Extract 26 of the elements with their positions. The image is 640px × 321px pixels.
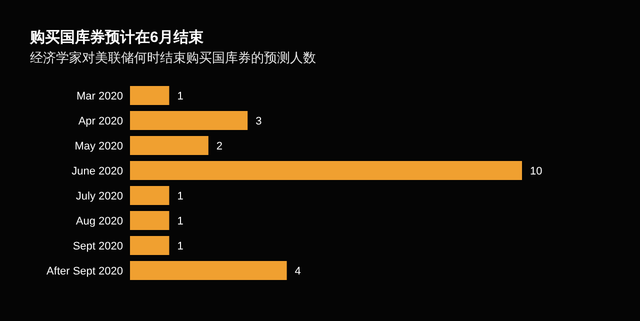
data-label: 2 bbox=[216, 140, 223, 152]
chart-title: 购买国库券预计在6月结束 bbox=[29, 28, 204, 46]
bar bbox=[130, 161, 522, 180]
bar bbox=[130, 86, 170, 105]
y-tick-label: Mar 2020 bbox=[76, 90, 123, 102]
data-label: 1 bbox=[177, 190, 184, 202]
y-tick-label: Apr 2020 bbox=[78, 116, 123, 128]
data-label: 1 bbox=[177, 240, 184, 252]
chart-subtitle: 经济学家对美联储何时结束购买国库券的预测人数 bbox=[30, 50, 316, 65]
y-tick-label: Sept 2020 bbox=[72, 240, 123, 252]
bar bbox=[130, 111, 248, 130]
data-label: 1 bbox=[177, 90, 184, 102]
data-label: 4 bbox=[294, 266, 301, 278]
bar bbox=[130, 186, 170, 205]
bar bbox=[130, 261, 287, 280]
y-tick-label: Aug 2020 bbox=[76, 216, 123, 228]
bar bbox=[130, 236, 170, 255]
y-tick-label: June 2020 bbox=[72, 166, 123, 178]
bar bbox=[130, 211, 170, 230]
y-tick-label: July 2020 bbox=[76, 190, 123, 202]
y-tick-label: After Sept 2020 bbox=[46, 266, 123, 278]
data-label: 1 bbox=[177, 216, 184, 228]
bar bbox=[130, 136, 208, 155]
data-label: 10 bbox=[530, 166, 542, 178]
data-label: 3 bbox=[256, 116, 262, 128]
y-tick-label: May 2020 bbox=[74, 140, 123, 152]
